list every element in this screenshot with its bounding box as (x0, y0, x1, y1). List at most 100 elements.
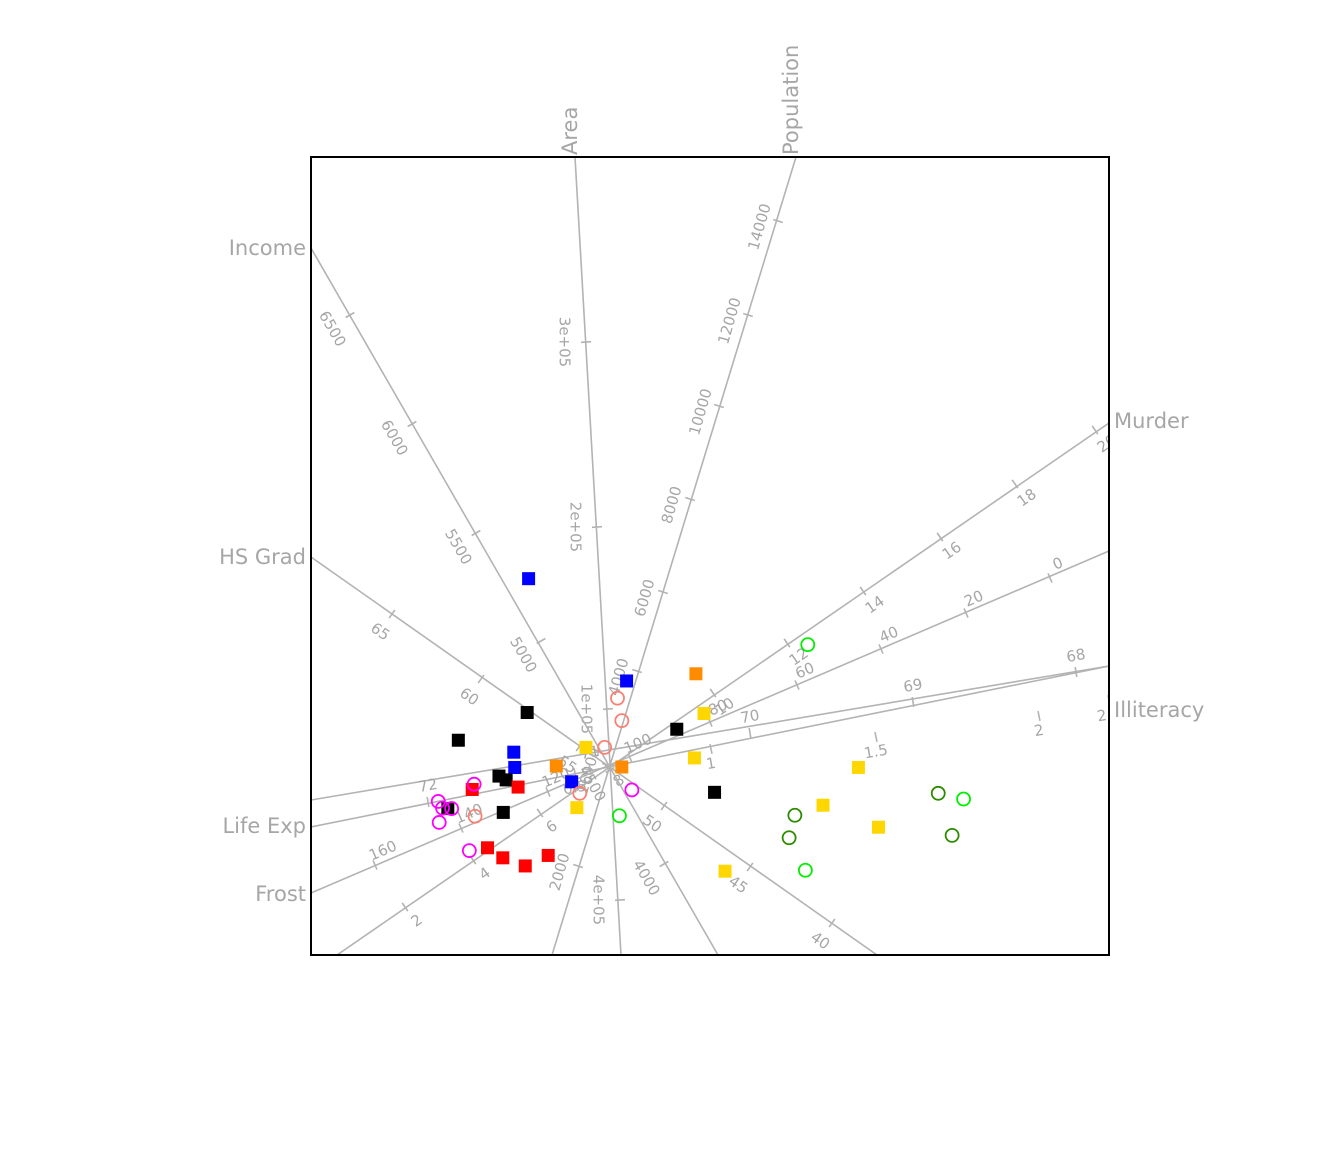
tick-mark-population (684, 496, 696, 502)
tick-label-income: 6000 (377, 417, 412, 459)
axis-name-frost: Frost (255, 882, 306, 906)
tick-mark-frost (545, 787, 551, 797)
data-point (620, 674, 634, 688)
data-point (944, 827, 960, 843)
tick-mark-frost (627, 753, 633, 763)
tick-mark-population (631, 668, 643, 674)
tick-mark-population (657, 589, 669, 595)
data-point (444, 801, 460, 816)
tick-label-hs-grad: 65 (367, 619, 393, 645)
tick-mark-life-exp (588, 763, 592, 775)
tick-label-murder: 6 (543, 816, 561, 836)
tick-mark-income (659, 860, 669, 868)
tick-mark-income (536, 637, 546, 645)
data-point (610, 690, 625, 706)
tick-mark-illiteracy (1037, 710, 1041, 722)
data-point (508, 760, 522, 774)
data-point (718, 864, 732, 878)
tick-mark-frost (372, 860, 378, 870)
data-point (541, 848, 555, 862)
tick-mark-frost (878, 644, 884, 654)
tick-label-murder: 2 (408, 910, 426, 930)
tick-label-frost: 0 (1050, 553, 1066, 573)
tick-label-murder: 4 (476, 863, 494, 883)
data-point (565, 775, 579, 789)
tick-mark-hs-grad (477, 674, 485, 684)
tick-mark-income (605, 766, 615, 774)
tick-label-population: 6000 (631, 577, 659, 619)
data-point (481, 841, 494, 855)
tick-mark-murder (536, 808, 544, 818)
tick-label-income: 6500 (315, 308, 350, 350)
axis-name-hs-grad: HS Grad (219, 545, 306, 569)
tick-mark-population (772, 218, 784, 224)
tick-label-frost: 20 (962, 587, 987, 611)
tick-mark-frost (794, 680, 800, 690)
tick-label-population: 8000 (658, 484, 686, 526)
tick-label-frost: 100 (621, 730, 654, 758)
tick-mark-frost (1047, 573, 1053, 583)
tick-mark-population (742, 312, 754, 318)
tick-label-income: 5500 (441, 526, 476, 568)
data-point (499, 773, 513, 787)
tick-mark-income (471, 529, 481, 537)
axis-name-area: Area (558, 107, 582, 155)
data-point (518, 859, 532, 873)
tick-mark-frost (458, 823, 464, 833)
tick-label-life-exp: 69 (902, 675, 924, 696)
tick-mark-area (614, 898, 626, 902)
tick-label-murder: 14 (862, 592, 888, 618)
data-point (465, 782, 479, 796)
tick-mark-life-exp (748, 727, 752, 739)
axis-name-murder: Murder (1114, 409, 1189, 433)
tick-mark-area (591, 525, 603, 529)
data-point (435, 800, 450, 816)
tick-label-illiteracy: 2 (1033, 721, 1046, 740)
data-point (872, 820, 886, 834)
data-point (670, 722, 684, 736)
axis-line-life-exp (311, 665, 1109, 801)
data-point (687, 751, 701, 765)
tick-label-area: 3e+05 (556, 317, 574, 367)
data-point (624, 782, 640, 798)
axis-line-hs-grad (311, 556, 878, 955)
tick-label-population: 10000 (685, 386, 715, 437)
data-point (787, 807, 803, 823)
tick-mark-murder (1091, 425, 1099, 435)
axis-line-area (574, 157, 622, 955)
data-point (451, 733, 465, 747)
tick-mark-murder (401, 902, 409, 912)
tick-mark-illiteracy (709, 743, 713, 755)
tick-mark-area (602, 707, 614, 711)
data-point (816, 798, 830, 812)
axis-name-population: Population (779, 45, 803, 155)
tick-label-illiteracy: 2.5 (1096, 704, 1123, 726)
data-point (615, 760, 629, 774)
data-point (851, 760, 865, 774)
data-point (797, 862, 813, 878)
data-point (570, 801, 584, 815)
biplot-axes: 1e+052e+053e+054e+0520004000600080001000… (311, 157, 1123, 955)
data-points (430, 572, 971, 878)
data-point (431, 815, 447, 830)
tick-mark-population (713, 403, 725, 409)
data-point (572, 785, 588, 801)
axis-line-income (311, 247, 719, 955)
tick-label-population: 14000 (744, 201, 774, 252)
data-point (441, 802, 455, 816)
axis-name-labels: Area Population Murder Illiteracy Life Exp Fr… (219, 45, 1204, 906)
data-point (781, 830, 797, 846)
tick-mark-murder (859, 586, 867, 596)
tick-label-area: 2e+05 (567, 502, 585, 552)
tick-label-illiteracy: 1 (705, 754, 718, 773)
data-point (597, 740, 613, 755)
data-point (466, 776, 482, 792)
data-point (708, 785, 722, 799)
tick-label-life-exp: 68 (1065, 645, 1087, 666)
tick-mark-area (580, 340, 592, 344)
tick-label-hs-grad: 40 (807, 928, 833, 954)
tick-label-murder: 20 (1094, 431, 1120, 457)
tick-mark-income (407, 420, 417, 428)
tick-label-life-exp: 72 (417, 775, 439, 796)
axis-name-income: Income (229, 236, 306, 260)
